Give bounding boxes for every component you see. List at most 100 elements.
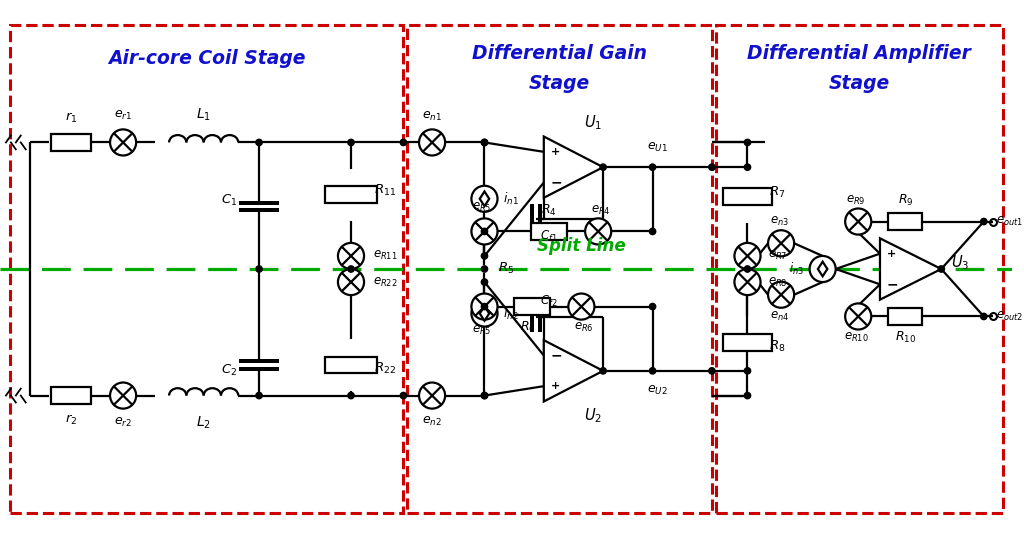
Circle shape [744,139,751,146]
Circle shape [649,367,655,374]
Bar [514,298,550,315]
Text: $e_{R4}$: $e_{R4}$ [591,204,611,217]
Text: −: − [551,349,562,363]
Circle shape [481,266,487,272]
Text: $U_2$: $U_2$ [585,406,602,424]
Bar [888,213,922,230]
Text: $R_{10}$: $R_{10}$ [895,330,916,345]
Text: $r_2$: $r_2$ [65,413,78,427]
Circle shape [481,303,487,310]
Text: $L_2$: $L_2$ [197,415,211,431]
Text: Split Line: Split Line [537,237,626,255]
Text: $e_{out1}$: $e_{out1}$ [995,215,1023,228]
Text: $e_{U2}$: $e_{U2}$ [647,384,668,397]
Circle shape [256,392,262,399]
Circle shape [256,266,262,272]
Bar [723,188,772,205]
Circle shape [600,164,606,171]
Text: $i_{n3}$: $i_{n3}$ [788,261,804,277]
Text: $e_{R9}$: $e_{R9}$ [847,194,866,207]
Circle shape [338,243,365,269]
Circle shape [481,392,487,399]
Circle shape [585,218,611,244]
Text: −: − [887,277,898,291]
Circle shape [348,139,354,146]
Text: $e_{out2}$: $e_{out2}$ [995,310,1023,323]
Text: $e_{R11}$: $e_{R11}$ [373,250,397,263]
Text: $C_1$: $C_1$ [221,193,238,208]
Text: $R_{22}$: $R_{22}$ [374,362,395,377]
Polygon shape [479,192,489,206]
Text: $R_6$: $R_6$ [520,320,536,335]
Text: $e_{r2}$: $e_{r2}$ [114,416,132,429]
Circle shape [481,139,487,146]
Text: $R_4$: $R_4$ [541,203,557,218]
Text: $e_{n4}$: $e_{n4}$ [769,310,788,323]
Text: +: + [551,147,560,157]
Text: +: + [887,249,896,259]
Circle shape [744,266,751,272]
Text: $e_{R7}$: $e_{R7}$ [768,250,787,263]
Text: $e_{R10}$: $e_{R10}$ [844,331,868,344]
Circle shape [768,282,795,308]
Text: $U_1$: $U_1$ [584,114,602,132]
Circle shape [568,294,594,320]
Circle shape [938,266,944,272]
Bar [716,25,1002,513]
Circle shape [744,367,751,374]
Text: +: + [551,381,560,391]
Circle shape [471,294,498,320]
Text: $C_{f2}$: $C_{f2}$ [540,294,557,309]
Circle shape [419,383,445,408]
Polygon shape [544,137,603,198]
Circle shape [348,392,354,399]
Bar [723,334,772,351]
Text: Air-core Coil Stage: Air-core Coil Stage [108,49,305,68]
Circle shape [481,228,487,235]
Circle shape [810,256,836,282]
Text: $e_{n2}$: $e_{n2}$ [422,415,442,428]
Text: $U_3$: $U_3$ [951,254,970,272]
Circle shape [709,367,715,374]
Circle shape [110,130,136,155]
Polygon shape [880,238,941,300]
Circle shape [338,269,365,295]
Polygon shape [818,261,827,277]
Text: $e_{R22}$: $e_{R22}$ [373,275,397,288]
Text: $r_1$: $r_1$ [65,111,78,125]
Bar [326,357,377,373]
Text: $i_{n1}$: $i_{n1}$ [503,191,519,207]
Circle shape [481,253,487,259]
Circle shape [981,218,987,225]
Circle shape [600,367,606,374]
Circle shape [471,218,498,244]
Text: $e_{U1}$: $e_{U1}$ [647,141,668,154]
Bar [531,223,566,240]
Text: $e_{n1}$: $e_{n1}$ [422,110,442,123]
Text: $i_{n2}$: $i_{n2}$ [503,306,519,322]
Circle shape [734,243,761,269]
Text: $e_{R5}$: $e_{R5}$ [472,201,492,214]
Circle shape [256,139,262,146]
Bar [408,25,712,513]
Text: $e_{R8}$: $e_{R8}$ [768,275,787,288]
Polygon shape [479,306,489,321]
Circle shape [845,209,871,235]
Circle shape [348,266,354,272]
Text: $C_{f1}$: $C_{f1}$ [540,229,557,244]
Text: $R_9$: $R_9$ [898,193,913,208]
Text: −: − [551,175,562,189]
Text: $e_{R6}$: $e_{R6}$ [574,321,594,334]
Text: Stage: Stage [828,74,890,93]
Circle shape [768,230,795,256]
Text: $C_2$: $C_2$ [221,363,238,378]
Bar [10,25,403,513]
Bar [888,308,922,325]
Text: $e_{r1}$: $e_{r1}$ [114,109,132,122]
Text: $R_7$: $R_7$ [769,185,785,201]
Circle shape [471,186,498,212]
Text: $e_{R5}$: $e_{R5}$ [472,324,492,337]
Bar [51,133,91,151]
Text: $e_{n3}$: $e_{n3}$ [770,215,788,228]
Circle shape [649,228,655,235]
